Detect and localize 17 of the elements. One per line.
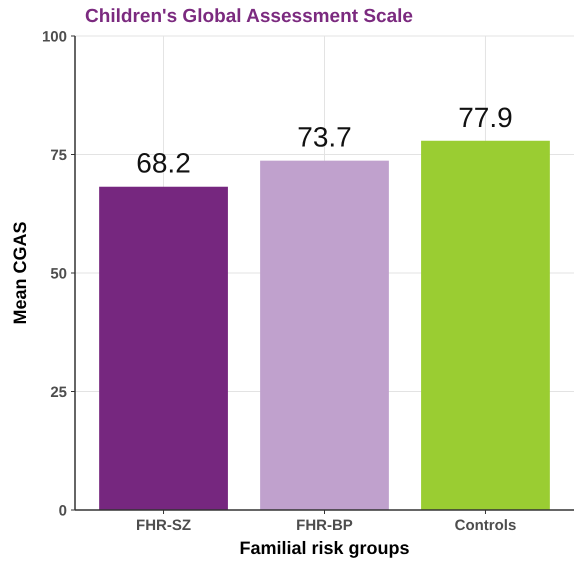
- x-axis-title: Familial risk groups: [239, 538, 410, 558]
- bar: [99, 186, 228, 510]
- y-tick-label: 25: [50, 384, 67, 401]
- data-label: 68.2: [136, 148, 191, 179]
- y-tick-label: 100: [42, 28, 67, 46]
- chart-title: Children's Global Assessment Scale: [85, 6, 413, 27]
- x-tick-label: FHR-SZ: [136, 517, 192, 534]
- bar: [421, 140, 550, 510]
- y-axis-title: Mean CGAS: [10, 221, 30, 325]
- y-tick-label: 0: [58, 502, 67, 520]
- y-tick-label: 75: [50, 146, 67, 164]
- data-label: 77.9: [458, 102, 513, 133]
- y-tick-label: 50: [50, 265, 67, 282]
- bar: [260, 160, 389, 510]
- x-tick-label: FHR-BP: [296, 517, 353, 534]
- x-tick-label: Controls: [454, 517, 516, 534]
- data-label: 73.7: [297, 122, 352, 153]
